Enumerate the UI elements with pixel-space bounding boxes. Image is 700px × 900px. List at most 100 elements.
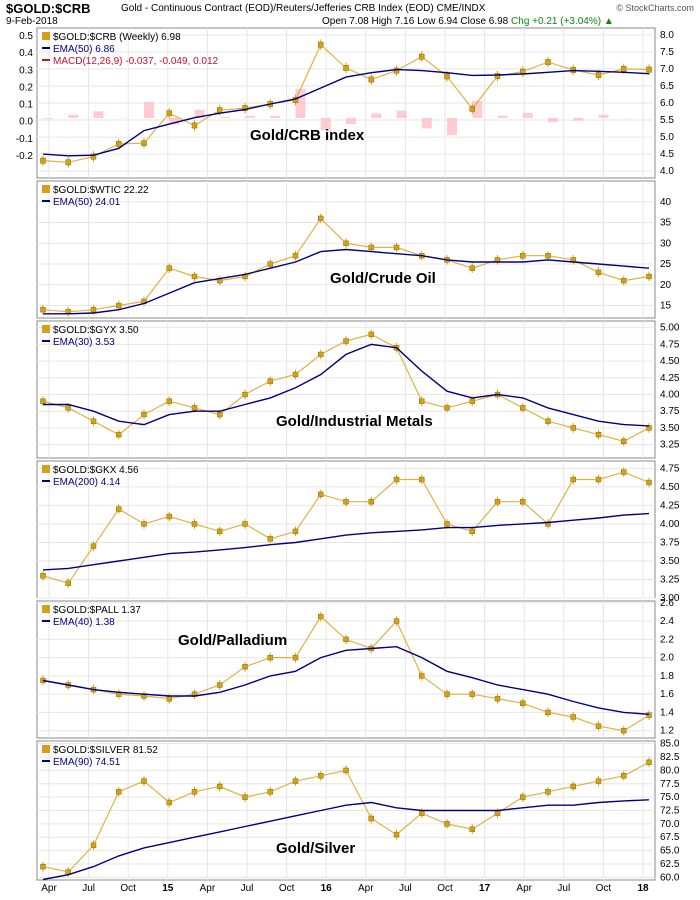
y-tick-label: 85.0 <box>660 739 680 750</box>
macd-tick-label: 0.3 <box>19 65 33 76</box>
stockcharts-brand[interactable]: © StockCharts.com <box>616 3 694 13</box>
y-tick-label: 4.75 <box>660 463 680 474</box>
x-tick-label: 15 <box>162 883 174 894</box>
macd-histogram-bar <box>598 114 609 118</box>
y-tick-label: 2.0 <box>660 653 674 664</box>
y-tick-label: 5.0 <box>660 132 674 143</box>
ohlc-values: Open 7.08 High 7.16 Low 6.94 Close 6.98 <box>322 16 509 27</box>
chart-panel-p1: 8.0 7.5 7.0 6.5 6.0 5.5 5.0 4.5 4.0 0.5 0.4 0.3 0.2 0… <box>16 27 674 192</box>
y-tick-label: 65.0 <box>660 846 680 857</box>
ema-series-line <box>42 799 650 881</box>
y-tick-label: 1.6 <box>660 689 674 700</box>
ema-series-line <box>42 512 650 571</box>
legend-ema-label: EMA(50) 24.01 <box>53 197 121 208</box>
y-tick-label: 4.00 <box>660 519 680 530</box>
macd-tick-label: 0.4 <box>19 48 33 59</box>
y-tick-label: 25 <box>660 259 672 270</box>
macd-histogram-bar <box>346 118 356 125</box>
x-tick-label: Apr <box>200 883 216 894</box>
chart-header: $GOLD:$CRB Gold - Continuous Contract (E… <box>0 0 700 28</box>
macd-tick-label: 0.2 <box>19 82 33 93</box>
y-tick-label: 5.5 <box>660 115 674 126</box>
macd-histogram-bar <box>270 115 281 118</box>
macd-histogram-bar <box>421 118 432 129</box>
legend-price-label: $GOLD:$SILVER 81.52 <box>53 745 158 756</box>
macd-histogram-bar <box>43 118 53 119</box>
y-tick-label: 6.5 <box>660 81 674 92</box>
panel-frame <box>36 460 656 599</box>
y-tick-label: 4.75 <box>660 339 680 350</box>
y-tick-label: 15 <box>660 301 672 312</box>
y-tick-label: 2.6 <box>660 598 674 609</box>
price-candle <box>646 759 652 765</box>
panel-frame <box>36 600 656 739</box>
x-tick-label: 18 <box>637 883 649 894</box>
legend-price-label: $GOLD:$GYX 3.50 <box>53 325 139 336</box>
x-tick-label: Oct <box>437 883 453 894</box>
chart-panel-p4: 4.75 4.50 4.25 4.00 3.75 3.50 3.25 3.00 $GOLD:$G… <box>36 460 680 604</box>
macd-histogram-bar <box>68 114 79 118</box>
panel-annotation: Gold/Industrial Metals <box>276 413 433 430</box>
legend-price-label: $GOLD:$WTIC 22.22 <box>53 185 149 196</box>
legend-ema-label: EMA(90) 74.51 <box>53 757 121 768</box>
legend-price-label: $GOLD:$PALL 1.37 <box>53 605 141 616</box>
ema-series-line <box>42 68 650 157</box>
x-tick-label: Apr <box>358 883 374 894</box>
x-tick-label: Oct <box>279 883 295 894</box>
legend-candle-swatch <box>42 605 50 613</box>
ema-series-line <box>42 645 650 715</box>
price-series-line <box>42 217 650 313</box>
macd-histogram-bar <box>144 102 154 118</box>
y-tick-label: 60.0 <box>660 872 680 883</box>
y-tick-label: 4.50 <box>660 356 680 367</box>
x-tick-label: Jul <box>399 883 412 894</box>
y-tick-label: 3.75 <box>660 406 680 417</box>
macd-histogram-bar <box>497 115 508 118</box>
legend-candle-swatch <box>42 465 50 473</box>
y-tick-label: 2.4 <box>660 616 674 627</box>
y-tick-label: 5.00 <box>660 323 680 334</box>
y-tick-label: 75.0 <box>660 792 680 803</box>
x-tick-label: Jul <box>557 883 570 894</box>
x-tick-label: 17 <box>479 883 491 894</box>
macd-histogram-bar <box>93 111 104 118</box>
legend-candle-swatch <box>42 745 50 753</box>
price-candle <box>646 712 652 718</box>
y-tick-label: 4.00 <box>660 390 680 401</box>
macd-histogram-bar <box>169 118 180 125</box>
legend-candle-swatch <box>42 32 50 40</box>
y-tick-label: 82.5 <box>660 752 680 763</box>
y-tick-label: 1.4 <box>660 707 674 718</box>
price-candle <box>40 398 46 404</box>
macd-tick-label: -0.1 <box>16 134 34 145</box>
symbol-title: $GOLD:$CRB <box>6 1 91 16</box>
y-tick-label: 3.25 <box>660 440 680 451</box>
x-tick-label: Oct <box>120 883 136 894</box>
y-tick-label: 67.5 <box>660 832 680 843</box>
legend-macd-label: MACD(12,26,9) -0.037, -0.049, 0.012 <box>53 56 219 67</box>
legend-ema-label: EMA(50) 6.86 <box>53 44 115 55</box>
macd-tick-label: -0.2 <box>16 151 34 162</box>
y-tick-label: 4.25 <box>660 500 680 511</box>
x-tick-label: Apr <box>516 883 532 894</box>
macd-histogram-bar <box>320 118 331 131</box>
y-tick-label: 77.5 <box>660 779 680 790</box>
x-tick-label: Oct <box>596 883 612 894</box>
y-tick-label: 4.5 <box>660 149 674 160</box>
macd-histogram-bar <box>245 115 255 118</box>
y-tick-label: 80.0 <box>660 765 680 776</box>
x-tick-label: 16 <box>321 883 333 894</box>
legend-ema-label: EMA(200) 4.14 <box>53 477 121 488</box>
legend-ema-label: EMA(40) 1.38 <box>53 617 115 628</box>
price-series-line <box>42 615 650 732</box>
x-tick-label: Jul <box>241 883 254 894</box>
ema-series-line <box>43 248 650 315</box>
ema-series-line <box>43 343 650 427</box>
panel-annotation: Gold/CRB index <box>250 127 365 144</box>
ohlc-readout: Open 7.08 High 7.16 Low 6.94 Close 6.98 … <box>322 16 614 27</box>
chart-date: 9-Feb-2018 <box>6 16 58 27</box>
legend-candle-swatch <box>42 185 50 193</box>
change-arrow-icon: ▲ <box>603 16 614 27</box>
macd-histogram-bar <box>371 113 382 118</box>
y-tick-label: 7.5 <box>660 47 674 58</box>
